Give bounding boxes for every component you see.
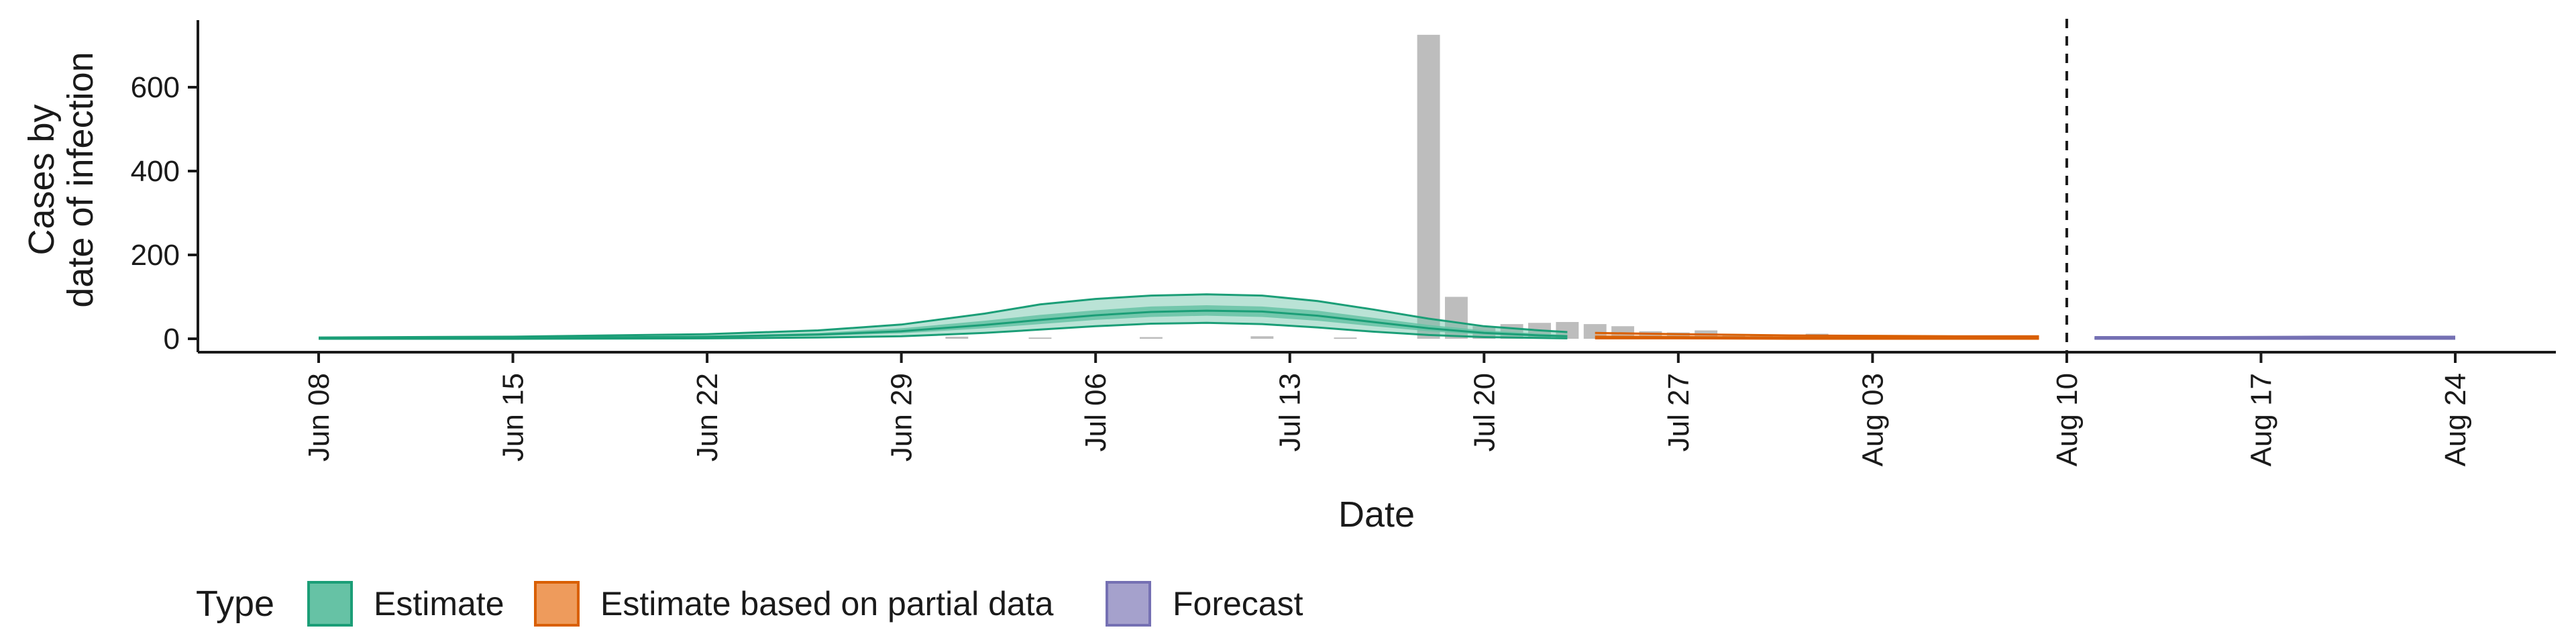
plot-area — [318, 19, 2455, 352]
legend: Type Estimate Estimate based on partial … — [196, 581, 1303, 627]
series-lower-line — [319, 321, 1568, 340]
bar — [1334, 337, 1357, 339]
bar — [1666, 332, 1690, 339]
series-band-90 — [319, 294, 1568, 339]
series-median-line — [318, 309, 1568, 339]
series-upper-line — [318, 293, 1568, 339]
legend-title: Type — [196, 584, 274, 624]
y-axis-title-line-1: Cases by — [21, 104, 62, 255]
bar — [945, 336, 969, 339]
y-tick-label: 200 — [131, 239, 180, 272]
x-tick-label: Jul 27 — [1662, 373, 1695, 451]
legend-swatch-partial — [534, 581, 580, 627]
legend-label-estimate: Estimate — [374, 585, 504, 623]
y-tick-label: 600 — [131, 71, 180, 104]
series-median-line — [1595, 335, 2039, 339]
bar — [1250, 336, 1274, 339]
x-tick-label: Aug 17 — [2245, 373, 2277, 466]
bar — [1639, 331, 1662, 339]
y-tick-label: 0 — [164, 323, 180, 356]
series-band-50 — [319, 305, 1568, 339]
x-tick-label: Jun 08 — [303, 373, 335, 462]
y-axis-title-line-2: date of infection — [60, 52, 101, 307]
legend-label-forecast: Forecast — [1173, 585, 1303, 623]
legend-label-partial: Estimate based on partial data — [600, 585, 1054, 623]
x-axis-title: Date — [1338, 494, 1415, 535]
bar — [1028, 337, 1052, 339]
series-upper-line — [1595, 331, 2039, 337]
bar — [1583, 324, 1607, 339]
x-tick-label: Aug 10 — [2051, 373, 2084, 466]
bar — [1139, 337, 1163, 339]
x-tick-label: Aug 24 — [2439, 373, 2472, 466]
x-tick-label: Aug 03 — [1856, 373, 1889, 466]
legend-swatch-forecast — [1106, 581, 1151, 627]
x-axis-ticks: Jun 08 Jun 15 Jun 22 Jun 29 Jul 06 Jul 13 Jul … — [303, 352, 2472, 466]
legend-swatch-estimate — [307, 581, 353, 627]
y-axis-ticks: 0 200 400 600 — [131, 71, 198, 356]
x-tick-label: Jun 15 — [497, 373, 530, 462]
bar — [1417, 34, 1440, 339]
y-tick-label: 400 — [131, 155, 180, 188]
x-tick-label: Jun 22 — [691, 373, 724, 462]
x-tick-label: Jun 29 — [885, 373, 918, 462]
x-tick-label: Jul 13 — [1274, 373, 1307, 451]
x-tick-label: Jul 20 — [1468, 373, 1501, 451]
x-tick-label: Jul 06 — [1079, 373, 1112, 451]
